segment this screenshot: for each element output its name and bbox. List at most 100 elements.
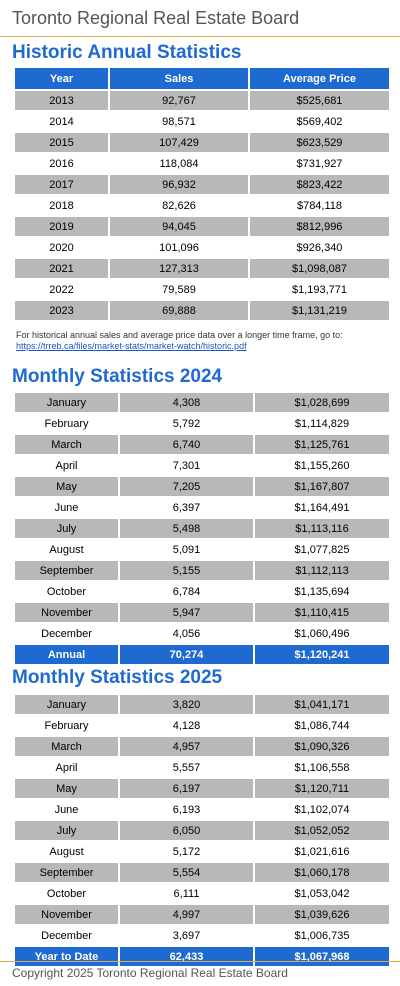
table-row: May 7,205 $1,167,807 <box>15 477 389 496</box>
table-row: June 6,193 $1,102,074 <box>15 800 389 819</box>
cell-price: $1,155,260 <box>255 456 389 475</box>
cell-sales: 5,091 <box>120 540 253 559</box>
page-title: Toronto Regional Real Estate Board <box>12 8 300 28</box>
total-row: Annual 70,274 $1,120,241 <box>15 645 389 664</box>
cell-sales: 5,498 <box>120 519 253 538</box>
total-label: Annual <box>15 645 118 664</box>
cell-price: $1,193,771 <box>250 280 389 299</box>
monthly-2025-table: January 3,820 $1,041,171 February 4,128 $1,08… <box>13 693 391 968</box>
cell-label: 2018 <box>15 196 108 215</box>
cell-label: October <box>15 582 118 601</box>
cell-label: August <box>15 842 118 861</box>
cell-label: June <box>15 498 118 517</box>
cell-price: $1,113,116 <box>255 519 389 538</box>
cell-sales: 127,313 <box>110 259 248 278</box>
cell-sales: 6,197 <box>120 779 253 798</box>
table-row: August 5,091 $1,077,825 <box>15 540 389 559</box>
cell-sales: 98,571 <box>110 112 248 131</box>
cell-price: $1,135,694 <box>255 582 389 601</box>
cell-sales: 6,111 <box>120 884 253 903</box>
cell-price: $1,006,735 <box>255 926 389 945</box>
table-row: March 6,740 $1,125,761 <box>15 435 389 454</box>
table-row: October 6,111 $1,053,042 <box>15 884 389 903</box>
cell-sales: 96,932 <box>110 175 248 194</box>
cell-label: February <box>15 716 118 735</box>
cell-label: 2017 <box>15 175 108 194</box>
table-row: 2020 101,096 $926,340 <box>15 238 389 257</box>
cell-sales: 5,947 <box>120 603 253 622</box>
cell-label: July <box>15 519 118 538</box>
table-row: September 5,554 $1,060,178 <box>15 863 389 882</box>
cell-sales: 4,128 <box>120 716 253 735</box>
cell-price: $1,052,052 <box>255 821 389 840</box>
total-price: $1,067,968 <box>255 947 389 966</box>
cell-sales: 3,697 <box>120 926 253 945</box>
cell-sales: 7,301 <box>120 456 253 475</box>
cell-label: May <box>15 779 118 798</box>
table-row: November 4,997 $1,039,626 <box>15 905 389 924</box>
cell-label: January <box>15 695 118 714</box>
cell-price: $1,110,415 <box>255 603 389 622</box>
footer-divider <box>0 961 400 962</box>
cell-sales: 4,056 <box>120 624 253 643</box>
cell-price: $1,060,178 <box>255 863 389 882</box>
cell-sales: 6,050 <box>120 821 253 840</box>
cell-label: February <box>15 414 118 433</box>
table-row: February 5,792 $1,114,829 <box>15 414 389 433</box>
table-row: April 5,557 $1,106,558 <box>15 758 389 777</box>
cell-label: 2014 <box>15 112 108 131</box>
historic-data-link[interactable]: https://trreb.ca/files/market-stats/mark… <box>16 341 247 351</box>
monthly-2025-heading: Monthly Statistics 2025 <box>12 667 223 688</box>
cell-sales: 4,997 <box>120 905 253 924</box>
cell-label: December <box>15 624 118 643</box>
historic-heading: Historic Annual Statistics <box>12 42 242 63</box>
cell-sales: 118,084 <box>110 154 248 173</box>
table-row: July 6,050 $1,052,052 <box>15 821 389 840</box>
cell-label: November <box>15 905 118 924</box>
cell-price: $1,106,558 <box>255 758 389 777</box>
cell-label: 2023 <box>15 301 108 320</box>
cell-label: April <box>15 758 118 777</box>
cell-sales: 101,096 <box>110 238 248 257</box>
cell-price: $525,681 <box>250 91 389 110</box>
table-row: 2022 79,589 $1,193,771 <box>15 280 389 299</box>
cell-sales: 5,792 <box>120 414 253 433</box>
cell-price: $1,098,087 <box>250 259 389 278</box>
column-header-average-price: Average Price <box>250 68 389 89</box>
cell-sales: 92,767 <box>110 91 248 110</box>
historic-table: Year Sales Average Price 2013 92,767 $525,… <box>13 66 391 322</box>
table-row: October 6,784 $1,135,694 <box>15 582 389 601</box>
cell-label: August <box>15 540 118 559</box>
cell-price: $1,164,491 <box>255 498 389 517</box>
cell-price: $1,041,171 <box>255 695 389 714</box>
cell-price: $1,112,113 <box>255 561 389 580</box>
table-row: September 5,155 $1,112,113 <box>15 561 389 580</box>
cell-price: $823,422 <box>250 175 389 194</box>
cell-label: April <box>15 456 118 475</box>
table-row: May 6,197 $1,120,711 <box>15 779 389 798</box>
total-label: Year to Date <box>15 947 118 966</box>
table-row: 2014 98,571 $569,402 <box>15 112 389 131</box>
cell-price: $1,090,326 <box>255 737 389 756</box>
cell-price: $1,077,825 <box>255 540 389 559</box>
cell-label: November <box>15 603 118 622</box>
cell-label: 2015 <box>15 133 108 152</box>
table-row: 2017 96,932 $823,422 <box>15 175 389 194</box>
table-header-row: Year Sales Average Price <box>15 68 389 89</box>
note-text: For historical annual sales and average … <box>16 330 343 340</box>
cell-label: March <box>15 737 118 756</box>
cell-sales: 7,205 <box>120 477 253 496</box>
table-row: 2018 82,626 $784,118 <box>15 196 389 215</box>
cell-label: January <box>15 393 118 412</box>
table-row: January 3,820 $1,041,171 <box>15 695 389 714</box>
cell-sales: 79,589 <box>110 280 248 299</box>
cell-sales: 5,554 <box>120 863 253 882</box>
header-divider <box>0 36 400 37</box>
cell-label: June <box>15 800 118 819</box>
cell-sales: 82,626 <box>110 196 248 215</box>
cell-sales: 6,397 <box>120 498 253 517</box>
cell-sales: 4,308 <box>120 393 253 412</box>
cell-label: March <box>15 435 118 454</box>
column-header-sales: Sales <box>110 68 248 89</box>
cell-price: $1,114,829 <box>255 414 389 433</box>
